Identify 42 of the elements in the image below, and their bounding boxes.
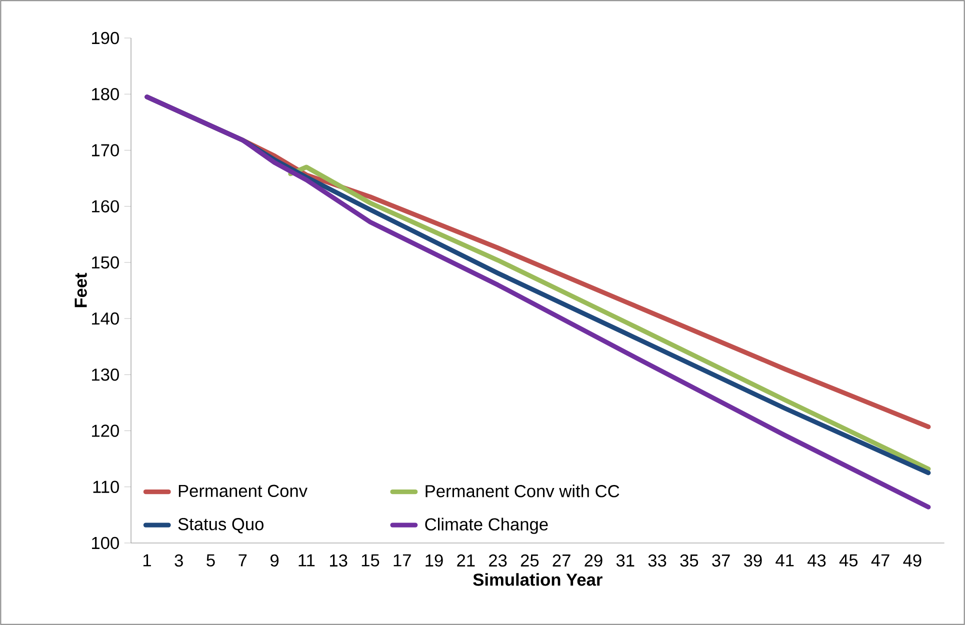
x-tick-label: 29 — [584, 554, 602, 567]
x-tick-label: 43 — [808, 554, 826, 567]
y-tick-label: 110 — [93, 480, 119, 494]
x-tick-label: 35 — [680, 554, 698, 567]
x-tick-label: 25 — [520, 554, 539, 567]
legend-label: Climate Change — [425, 518, 548, 534]
x-tick-label: 33 — [648, 554, 666, 567]
y-tick-label: 120 — [92, 424, 119, 437]
y-tick-label: 190 — [92, 32, 119, 44]
x-tick-label: 5 — [206, 554, 215, 566]
x-tick-label: 21 — [457, 554, 475, 566]
line-series — [288, 164, 931, 472]
x-tick-label: 39 — [744, 554, 762, 567]
legend-label: Status Quo — [178, 518, 264, 534]
x-tick-label: 41 — [776, 554, 794, 566]
x-tick-label: 13 — [330, 554, 348, 567]
y-axis-title: Feet — [74, 272, 87, 308]
x-tick-label: 3 — [174, 554, 183, 567]
x-tick-label: 47 — [871, 554, 890, 566]
y-tick-label: 170 — [92, 144, 119, 156]
y-tick-label: 130 — [92, 368, 119, 381]
x-axis-title: Simulation Year — [473, 573, 602, 586]
x-tick-label: 19 — [426, 554, 443, 567]
x-tick-label: 37 — [712, 554, 730, 567]
y-tick-label: 180 — [92, 88, 119, 100]
legend-label: Permanent Conv — [178, 484, 308, 498]
legend-label: Permanent Conv with CC — [426, 484, 620, 498]
x-tick-label: 23 — [489, 554, 507, 567]
x-tick-label: 7 — [238, 554, 247, 566]
x-tick-label: 31 — [616, 554, 634, 567]
x-tick-label: 17 — [394, 554, 411, 566]
x-tick-label: 15 — [362, 554, 380, 566]
x-tick-label: 49 — [903, 554, 922, 567]
x-tick-label: 1 — [143, 554, 151, 566]
x-tick-label: 45 — [839, 554, 858, 566]
y-tick-label: 140 — [92, 312, 119, 325]
y-tick-label: 150 — [92, 256, 119, 269]
x-tick-label: 11 — [298, 554, 315, 566]
y-tick-label: 160 — [92, 200, 119, 212]
x-tick-label: 27 — [552, 554, 570, 566]
x-tick-label: 9 — [270, 554, 279, 567]
y-tick-label: 100 — [92, 536, 119, 550]
